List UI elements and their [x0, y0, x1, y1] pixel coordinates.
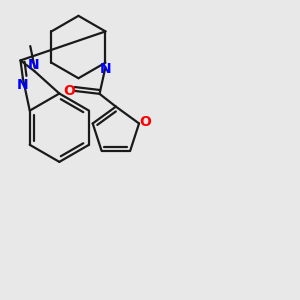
Text: N: N [17, 78, 29, 92]
Text: O: O [140, 115, 152, 129]
Text: O: O [64, 84, 76, 98]
Text: N: N [27, 58, 39, 72]
Text: N: N [100, 62, 111, 76]
